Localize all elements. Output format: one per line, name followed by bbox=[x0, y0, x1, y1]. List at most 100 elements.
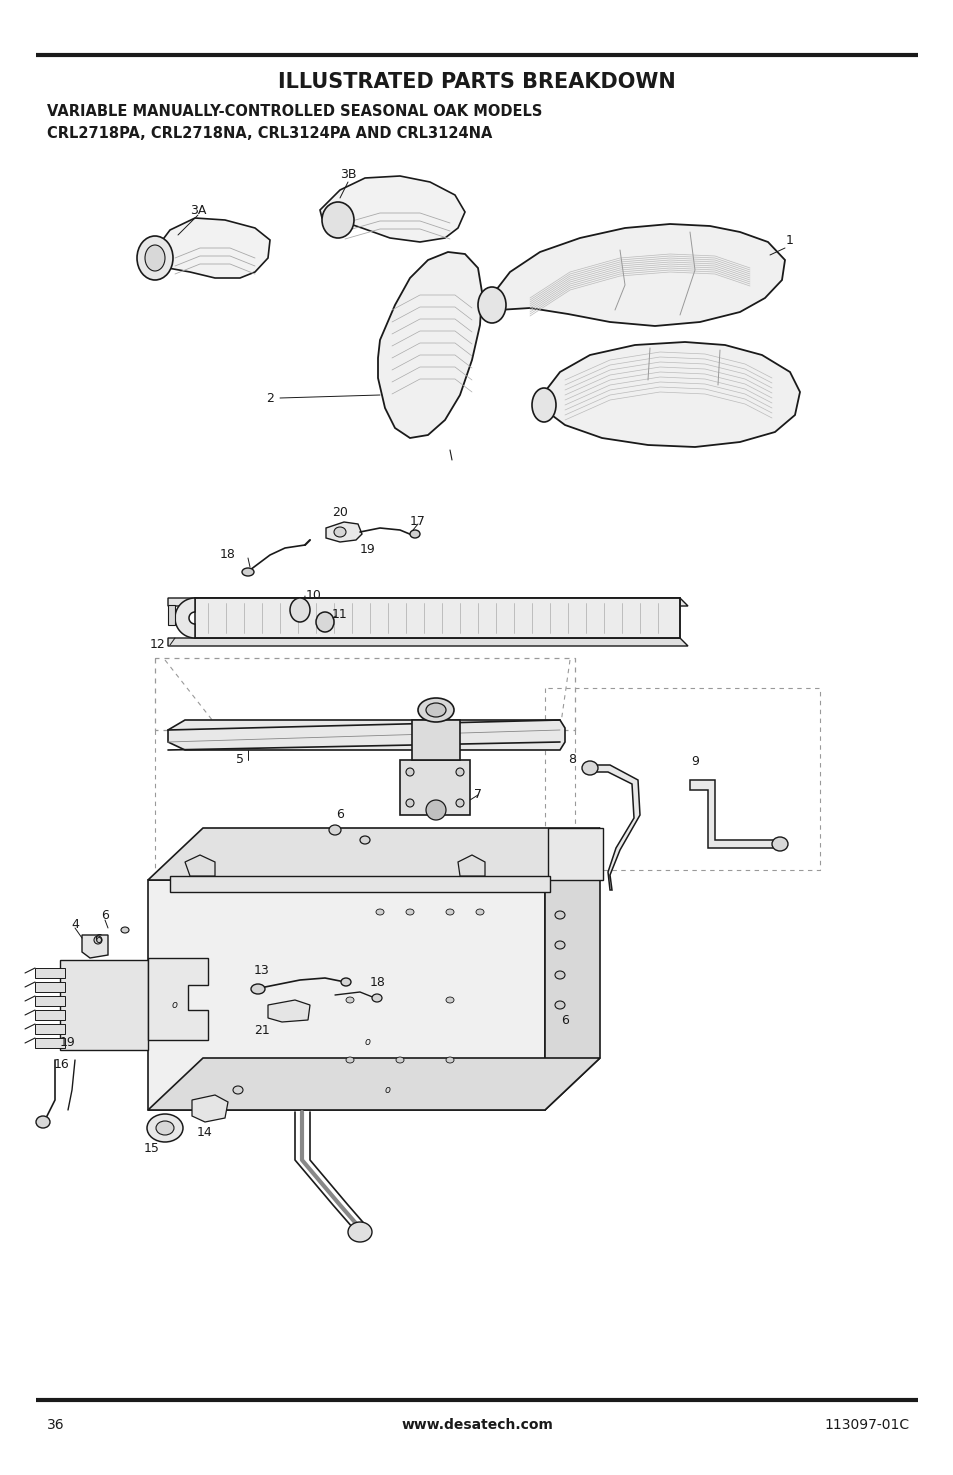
Polygon shape bbox=[326, 522, 361, 541]
Text: 36: 36 bbox=[47, 1417, 65, 1432]
Ellipse shape bbox=[581, 761, 598, 774]
Polygon shape bbox=[399, 760, 470, 816]
Text: 6: 6 bbox=[560, 1013, 568, 1027]
Text: o: o bbox=[172, 1000, 178, 1010]
Ellipse shape bbox=[334, 527, 346, 537]
Text: 4: 4 bbox=[71, 919, 79, 932]
Text: 21: 21 bbox=[253, 1024, 270, 1037]
Ellipse shape bbox=[555, 971, 564, 979]
Polygon shape bbox=[154, 218, 270, 277]
Polygon shape bbox=[148, 1058, 599, 1111]
Ellipse shape bbox=[375, 909, 384, 914]
Polygon shape bbox=[412, 720, 459, 760]
Ellipse shape bbox=[426, 704, 446, 717]
Ellipse shape bbox=[290, 597, 310, 622]
Ellipse shape bbox=[372, 994, 381, 1002]
Ellipse shape bbox=[242, 568, 253, 577]
Text: 15: 15 bbox=[144, 1142, 160, 1155]
Ellipse shape bbox=[406, 909, 414, 914]
Polygon shape bbox=[35, 1038, 65, 1049]
Text: 16: 16 bbox=[54, 1059, 70, 1071]
Polygon shape bbox=[148, 957, 208, 1040]
Polygon shape bbox=[148, 881, 544, 1111]
Polygon shape bbox=[35, 1024, 65, 1034]
Polygon shape bbox=[192, 1094, 228, 1122]
Text: CRL2718PA, CRL2718NA, CRL3124PA AND CRL3124NA: CRL2718PA, CRL2718NA, CRL3124PA AND CRL3… bbox=[47, 125, 492, 140]
Text: 113097-01C: 113097-01C bbox=[824, 1417, 909, 1432]
Ellipse shape bbox=[233, 1086, 243, 1094]
Text: 6: 6 bbox=[101, 910, 109, 922]
Text: 6: 6 bbox=[335, 808, 344, 822]
Text: 2: 2 bbox=[266, 391, 274, 404]
Ellipse shape bbox=[137, 236, 172, 280]
Text: 7: 7 bbox=[474, 789, 481, 801]
Ellipse shape bbox=[532, 388, 556, 422]
Ellipse shape bbox=[346, 997, 354, 1003]
Ellipse shape bbox=[446, 1058, 454, 1063]
Text: 12: 12 bbox=[150, 639, 166, 652]
Polygon shape bbox=[539, 342, 800, 447]
Ellipse shape bbox=[406, 768, 414, 776]
Text: 3A: 3A bbox=[190, 204, 206, 217]
Text: 10: 10 bbox=[306, 590, 321, 602]
Polygon shape bbox=[168, 597, 687, 606]
Text: 3B: 3B bbox=[339, 168, 355, 181]
Polygon shape bbox=[35, 982, 65, 993]
Polygon shape bbox=[377, 252, 481, 438]
Polygon shape bbox=[689, 780, 780, 848]
Text: 6: 6 bbox=[94, 934, 102, 947]
Text: 20: 20 bbox=[332, 506, 348, 519]
Ellipse shape bbox=[395, 1058, 403, 1063]
Polygon shape bbox=[60, 960, 148, 1050]
Polygon shape bbox=[35, 1010, 65, 1021]
Text: 13: 13 bbox=[253, 963, 270, 976]
Polygon shape bbox=[268, 1000, 310, 1022]
Polygon shape bbox=[168, 639, 687, 646]
Ellipse shape bbox=[346, 1058, 354, 1063]
Ellipse shape bbox=[456, 799, 463, 807]
Polygon shape bbox=[35, 968, 65, 978]
Polygon shape bbox=[170, 876, 550, 892]
Ellipse shape bbox=[315, 612, 334, 631]
Ellipse shape bbox=[156, 1121, 173, 1134]
Ellipse shape bbox=[456, 768, 463, 776]
Polygon shape bbox=[457, 855, 484, 876]
Ellipse shape bbox=[476, 909, 483, 914]
Polygon shape bbox=[174, 597, 194, 639]
Ellipse shape bbox=[145, 245, 165, 271]
Polygon shape bbox=[490, 224, 784, 326]
Ellipse shape bbox=[348, 1221, 372, 1242]
Ellipse shape bbox=[121, 926, 129, 934]
Ellipse shape bbox=[477, 288, 505, 323]
Polygon shape bbox=[194, 597, 679, 639]
Text: www.desatech.com: www.desatech.com bbox=[400, 1417, 553, 1432]
Text: 18: 18 bbox=[220, 549, 235, 562]
Ellipse shape bbox=[426, 799, 446, 820]
Polygon shape bbox=[319, 176, 464, 242]
Ellipse shape bbox=[340, 978, 351, 985]
Polygon shape bbox=[168, 720, 564, 749]
Text: 18: 18 bbox=[370, 975, 386, 988]
Polygon shape bbox=[547, 827, 602, 881]
Ellipse shape bbox=[94, 937, 102, 944]
Polygon shape bbox=[168, 605, 174, 625]
Ellipse shape bbox=[410, 530, 419, 538]
Ellipse shape bbox=[555, 941, 564, 948]
Ellipse shape bbox=[417, 698, 454, 721]
Text: 17: 17 bbox=[410, 515, 425, 528]
Ellipse shape bbox=[329, 825, 340, 835]
Polygon shape bbox=[185, 855, 214, 876]
Ellipse shape bbox=[322, 202, 354, 237]
Text: o: o bbox=[385, 1086, 391, 1094]
Text: 19: 19 bbox=[359, 543, 375, 556]
Ellipse shape bbox=[771, 836, 787, 851]
Ellipse shape bbox=[406, 799, 414, 807]
Text: VARIABLE MANUALLY-CONTROLLED SEASONAL OAK MODELS: VARIABLE MANUALLY-CONTROLLED SEASONAL OA… bbox=[47, 103, 542, 118]
Polygon shape bbox=[589, 766, 639, 889]
Text: o: o bbox=[365, 1037, 371, 1047]
Polygon shape bbox=[544, 827, 599, 1111]
Ellipse shape bbox=[251, 984, 265, 994]
Text: 11: 11 bbox=[332, 609, 348, 621]
Ellipse shape bbox=[555, 1002, 564, 1009]
Text: ILLUSTRATED PARTS BREAKDOWN: ILLUSTRATED PARTS BREAKDOWN bbox=[278, 72, 675, 91]
